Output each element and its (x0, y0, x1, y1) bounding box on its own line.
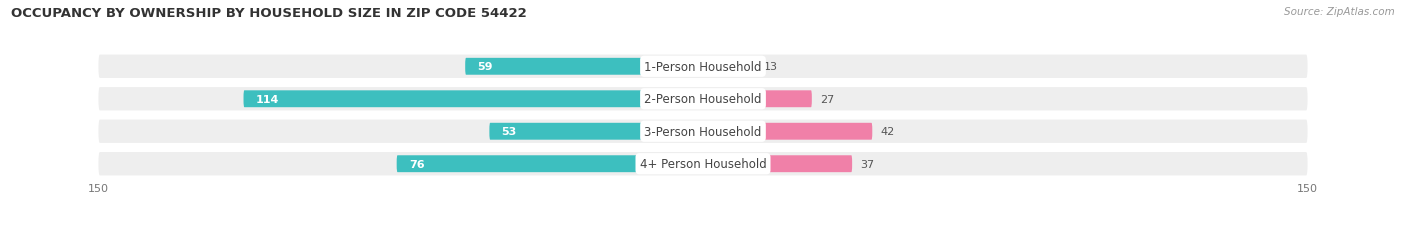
FancyBboxPatch shape (98, 120, 1308, 143)
FancyBboxPatch shape (703, 123, 872, 140)
FancyBboxPatch shape (396, 156, 703, 172)
FancyBboxPatch shape (98, 152, 1308, 176)
Text: 3-Person Household: 3-Person Household (644, 125, 762, 138)
Text: OCCUPANCY BY OWNERSHIP BY HOUSEHOLD SIZE IN ZIP CODE 54422: OCCUPANCY BY OWNERSHIP BY HOUSEHOLD SIZE… (11, 7, 527, 20)
Text: 42: 42 (880, 127, 894, 137)
Text: 59: 59 (477, 62, 492, 72)
Text: Source: ZipAtlas.com: Source: ZipAtlas.com (1284, 7, 1395, 17)
Text: 2-Person Household: 2-Person Household (644, 93, 762, 106)
Text: 76: 76 (409, 159, 425, 169)
Text: 37: 37 (860, 159, 875, 169)
FancyBboxPatch shape (243, 91, 703, 108)
FancyBboxPatch shape (703, 156, 852, 172)
Text: 13: 13 (763, 62, 778, 72)
Text: 114: 114 (256, 94, 278, 104)
FancyBboxPatch shape (703, 59, 755, 75)
Text: 4+ Person Household: 4+ Person Household (640, 158, 766, 170)
Text: 27: 27 (820, 94, 834, 104)
Text: 1-Person Household: 1-Person Household (644, 61, 762, 73)
Text: 53: 53 (502, 127, 517, 137)
FancyBboxPatch shape (489, 123, 703, 140)
FancyBboxPatch shape (98, 88, 1308, 111)
FancyBboxPatch shape (703, 91, 811, 108)
FancyBboxPatch shape (98, 55, 1308, 79)
FancyBboxPatch shape (465, 59, 703, 75)
